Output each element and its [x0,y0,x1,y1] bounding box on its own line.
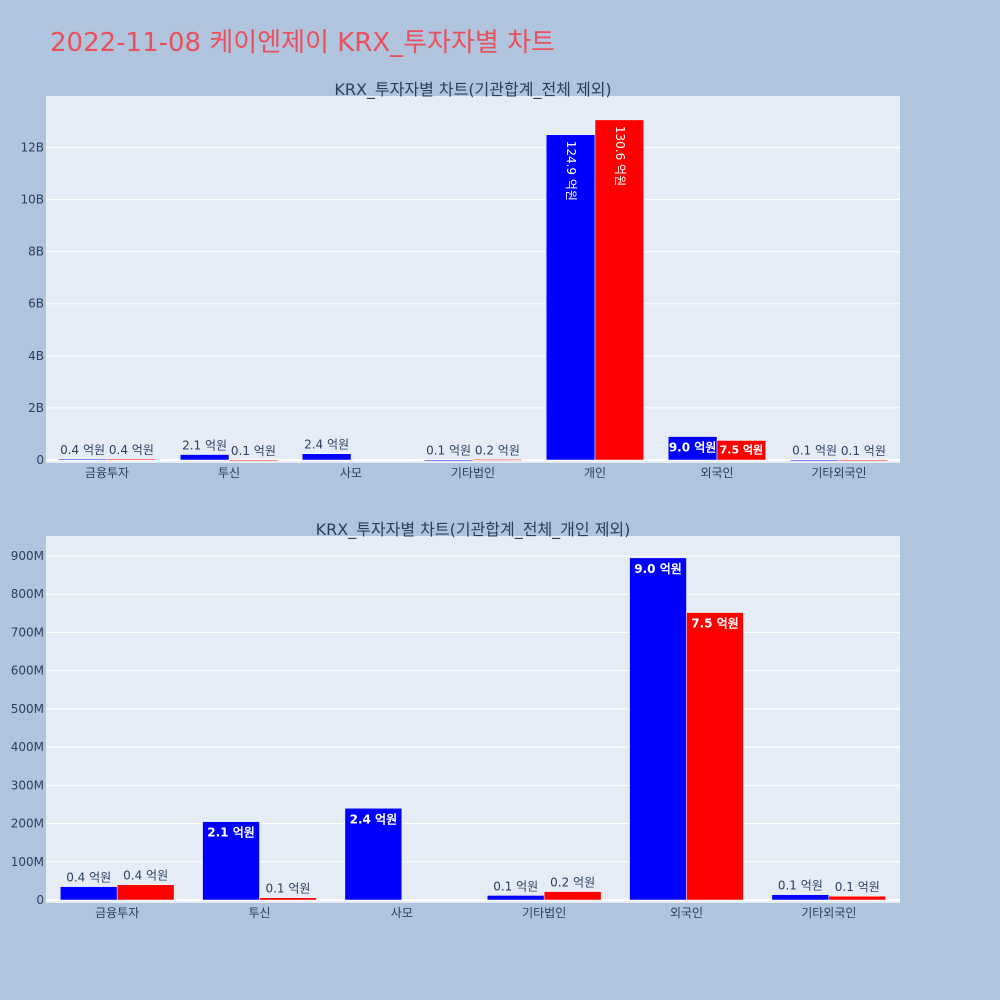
chart1-bar [57,458,108,461]
chart2-bar [771,894,830,901]
chart1-data-label: 124.9 억원 [564,141,578,201]
chart1-data-label: 0.4 억원 [109,443,154,457]
chart2-data-label: 9.0 억원 [634,562,682,576]
chart1-data-label: 2.1 억원 [182,439,227,453]
chart1-data-label: 0.4 억원 [60,443,105,457]
chart2-data-label: 2.4 억원 [350,812,398,826]
chart1-bar [545,134,596,461]
chart1-data-label: 0.1 억원 [841,444,886,458]
chart2-data-label: 2.1 억원 [207,826,255,840]
chart2-x-tick-label: 외국인 [670,906,703,920]
chart1-bar [716,440,767,461]
chart2-bar [259,897,317,901]
chart2-bar [828,895,887,901]
chart2-data-label: 0.4 억원 [123,869,168,883]
chart2-data-label: 7.5 억원 [691,617,739,631]
chart1-y-tick-label: 4B [28,349,44,363]
chart2-x-tick-label: 사모 [391,906,413,920]
chart1-y-tick-label: 6B [28,297,44,311]
chart2-x-tick-label: 투신 [248,906,270,920]
chart1-bar [594,119,645,461]
chart2-bar [686,612,744,901]
chart1-x-tick-label: 사모 [340,466,362,480]
chart2-y-tick-label: 800M [11,587,44,601]
chart1-data-label: 2.4 억원 [304,438,349,452]
chart2-data-label: 0.1 억원 [265,882,310,896]
chart2-data-label: 0.1 억원 [835,880,880,894]
chart1-bar [228,459,279,462]
chart2-y-tick-label: 500M [11,702,44,716]
chart1-y-tick-label: 10B [20,193,44,207]
chart1-data-label: 130.6 억원 [613,126,627,186]
chart2-y-tick-label: 100M [11,855,44,869]
chart1-x-tick-label: 개인 [584,466,606,480]
chart2-y-tick-label: 400M [11,740,44,754]
chart1-data-label: 0.1 억원 [426,444,471,458]
chart1-bar [423,459,474,461]
chart1-title: KRX_투자자별 차트(기관합계_전체 제외) [334,80,611,100]
chart1-x-tick-label: 기타법인 [451,466,495,480]
chart1-bar [789,459,840,461]
chart1-bar [838,459,889,462]
chart2-bar [543,891,602,901]
chart2-bar [202,821,260,901]
chart1-y-tick-label: 8B [28,245,44,259]
chart2-data-label: 0.2 억원 [550,876,595,890]
chart2-data-label: 0.4 억원 [66,871,111,885]
chart1-y-tick-label: 0 [36,453,44,467]
chart2-bar [629,557,687,901]
chart2-bar [116,884,175,901]
chart2-y-tick-label: 200M [11,817,44,831]
chart1-x-tick-label: 투신 [218,466,240,480]
page-title: 2022-11-08 케이엔제이 KRX_투자자별 차트 [50,28,555,58]
chart2-data-label: 0.1 억원 [778,879,823,893]
chart2-y-tick-label: 600M [11,664,44,678]
chart2-y-tick-label: 700M [11,625,44,639]
chart2-x-tick-label: 금융투자 [95,906,139,920]
chart1-data-label: 9.0 억원 [669,441,717,455]
chart2-bar [344,808,403,901]
chart1-bar [472,459,523,461]
chart1-x-tick-label: 외국인 [700,466,733,480]
chart1-x-tick-label: 기타외국인 [811,466,866,480]
chart1-y-tick-label: 12B [20,140,44,154]
chart2-bar [486,895,545,901]
chart2-plot-area [46,536,900,903]
chart1-data-label: 0.1 억원 [792,444,837,458]
chart2-y-tick-label: 300M [11,778,44,792]
chart1-bar [106,458,157,461]
chart1-data-label: 0.2 억원 [475,443,520,457]
chart1-plot-area [46,96,900,463]
chart1-data-label: 0.1 억원 [231,444,276,458]
chart2-y-tick-label: 0 [36,893,44,907]
chart2-bar [59,886,118,901]
chart1-y-tick-label: 2B [28,401,44,415]
chart2-x-tick-label: 기타법인 [522,906,566,920]
chart2-x-tick-label: 기타외국인 [801,906,856,920]
chart1-bar [301,453,352,461]
chart1-x-tick-label: 금융투자 [85,466,129,480]
chart1-bar [179,454,230,461]
chart2-data-label: 0.1 억원 [493,879,538,893]
chart2-y-tick-label: 900M [11,549,44,563]
chart2-title: KRX_투자자별 차트(기관합계_전체_개인 제외) [316,520,631,540]
chart1-data-label: 7.5 억원 [720,442,764,456]
